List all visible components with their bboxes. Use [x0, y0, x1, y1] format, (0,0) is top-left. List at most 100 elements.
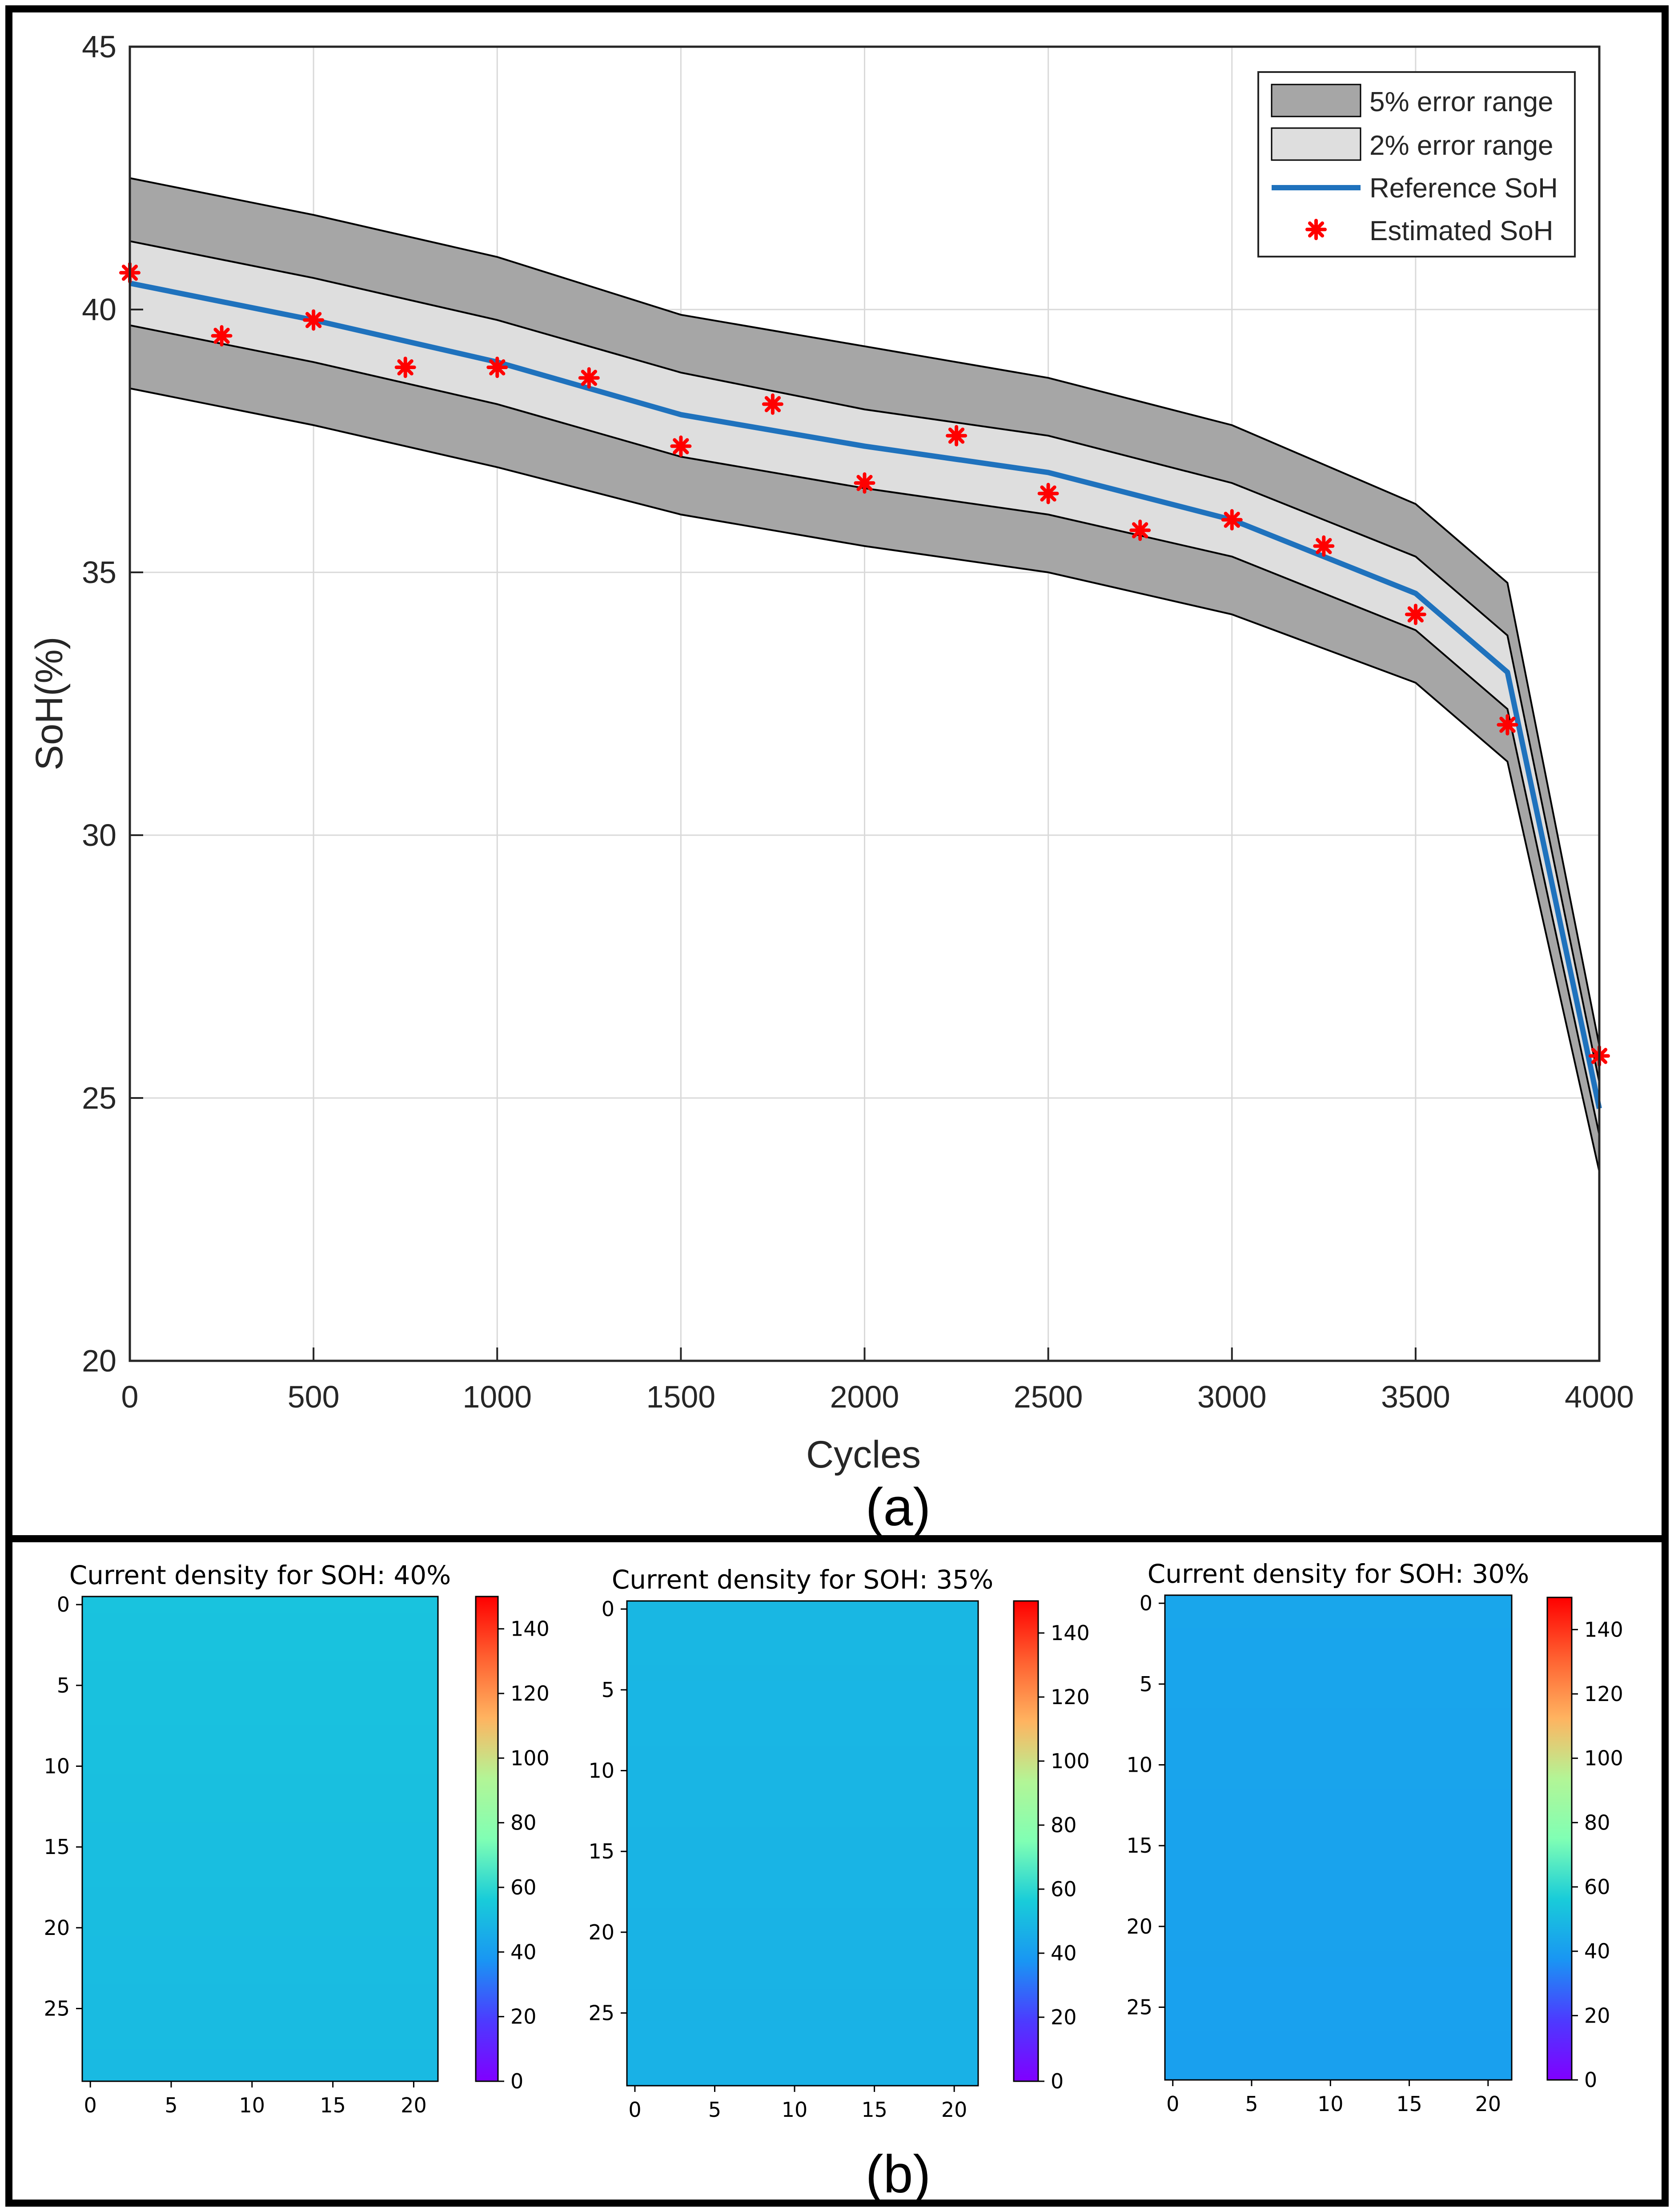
heatmap-row	[1165, 1999, 1512, 2016]
heatmap-row	[1165, 1724, 1512, 1741]
heatmap-1: Current density for SOH: 40% 0 5 10 15 20 0 5 10…	[44, 1560, 549, 2117]
heatmap-row	[1165, 1983, 1512, 1999]
heatmap-row	[627, 1892, 978, 1908]
estimated-soh-point	[1129, 519, 1151, 541]
estimated-soh-point	[762, 393, 783, 415]
heatmap-y-tick-label: 5	[57, 1673, 70, 1697]
x-tick-label: 2500	[1014, 1379, 1083, 1414]
heatmap-row	[82, 1790, 438, 1807]
heatmap-title: Current density for SOH: 30%	[1148, 1559, 1529, 1589]
heatmap-row	[82, 2000, 438, 2017]
colorbar-tick-label: 80	[1584, 1810, 1610, 1834]
colorbar-tick-label: 40	[510, 1940, 537, 1964]
panel-b-frame	[5, 1535, 1669, 2207]
heatmap-3: Current density for SOH: 30%0 5 10 15 200510…	[1126, 1559, 1623, 2116]
heatmap-row	[627, 1972, 978, 1989]
heatmap-row	[1165, 1644, 1512, 1660]
heatmap-row	[1165, 2047, 1512, 2064]
heatmap-row	[627, 2069, 978, 2086]
heatmap-title: Current density for SOH: 35%	[612, 1564, 994, 1595]
heatmap-row	[627, 2021, 978, 2038]
heatmap-row	[82, 1693, 438, 1710]
heatmap-row	[627, 1617, 978, 1634]
x-tick-label: 500	[288, 1379, 340, 1414]
colorbar	[1013, 1600, 1039, 2082]
y-tick-label: 30	[82, 818, 116, 853]
heatmap-row	[1165, 1708, 1512, 1725]
heatmap-row	[1165, 1627, 1512, 1644]
legend-label-5pct: 5% error range	[1369, 87, 1554, 117]
heatmap-row	[1165, 1967, 1512, 1983]
heatmap-row	[82, 1936, 438, 1952]
colorbar-tick-label: 100	[1051, 1749, 1090, 1773]
reference-soh-series	[129, 281, 1602, 1109]
x-tick-label: 1000	[462, 1379, 532, 1414]
heatmap-row	[82, 1613, 438, 1629]
heatmap-row	[627, 1601, 978, 1617]
heatmap-row	[1165, 1951, 1512, 1967]
heatmap-y-tick-label: 5	[1140, 1672, 1152, 1696]
reference-soh-line	[129, 281, 1602, 1109]
heatmap-row	[627, 1827, 978, 1844]
panel-a-label: (a)	[866, 1477, 931, 1537]
soh-line-chart: 0 500 1000 1500 2000 2500 3000 3500 4000 20 25 30 35…	[28, 29, 1634, 1476]
heatmap-x-tick-label: 0	[628, 2098, 641, 2122]
heatmap-row	[1165, 1789, 1512, 1806]
heatmap-y-tick-label: 20	[1126, 1914, 1152, 1939]
colorbar-tick-label: 0	[1584, 2068, 1597, 2092]
heatmap-row	[82, 1822, 438, 1839]
y-tick-label: 45	[82, 29, 116, 64]
heatmap-row	[1165, 1854, 1512, 1870]
x-tick-label: 1500	[646, 1379, 716, 1414]
heatmap-row	[82, 2033, 438, 2049]
heatmap-row	[627, 1843, 978, 1860]
heatmap-row	[627, 1924, 978, 1941]
y-tick-label: 20	[82, 1343, 116, 1378]
heatmap-row	[1165, 1773, 1512, 1790]
heatmap-row	[82, 1919, 438, 1936]
y-tick-label: 25	[82, 1081, 116, 1115]
heatmap-row	[82, 1645, 438, 1661]
estimated-soh-point	[1037, 483, 1059, 504]
heatmap-row	[82, 1597, 438, 1613]
heatmap-row	[1165, 1934, 1512, 1951]
heatmap-x-tick-label: 20	[941, 2098, 967, 2122]
heatmap-row	[1165, 2015, 1512, 2032]
legend-label-estimated: Estimated SoH	[1369, 216, 1554, 246]
colorbar-tick-label: 100	[510, 1746, 550, 1770]
x-tick-label: 4000	[1565, 1379, 1634, 1414]
heatmap-y-tick-label: 0	[602, 1597, 614, 1621]
heatmap-row	[82, 1952, 438, 1969]
colorbar	[475, 1596, 499, 2082]
x-tick-label: 2000	[830, 1379, 899, 1414]
heatmap-y-tick-label: 15	[588, 1839, 614, 1863]
y-tick-label: 35	[82, 555, 116, 590]
heatmap-y-tick-label: 10	[1126, 1753, 1152, 1777]
estimated-soh-point	[1221, 509, 1243, 531]
heatmap-row	[1165, 1676, 1512, 1693]
heatmap-row	[627, 1859, 978, 1876]
colorbar-tick-label: 140	[1051, 1621, 1090, 1645]
heatmap-x-tick-label: 20	[401, 2093, 427, 2117]
heatmap-row	[627, 1681, 978, 1698]
heatmap-row	[627, 1714, 978, 1731]
heatmap-x-tick-label: 20	[1475, 2092, 1501, 2116]
x-tick-label: 0	[121, 1379, 139, 1414]
colorbar-tick-label: 0	[510, 2069, 523, 2093]
heatmap-row	[1165, 1821, 1512, 1838]
heatmap-row	[82, 1855, 438, 1872]
heatmap-row	[627, 1649, 978, 1666]
y-axis-label: SoH(%)	[28, 636, 71, 770]
heatmap-y-tick-label: 10	[44, 1754, 70, 1778]
heatmap-x-tick-label: 5	[165, 2093, 177, 2117]
estimated-soh-point	[303, 309, 325, 331]
estimated-soh-point	[394, 357, 416, 378]
heatmap-row	[82, 1709, 438, 1726]
legend-marker-estimated	[1305, 219, 1327, 240]
estimated-soh-point	[670, 435, 692, 457]
heatmap-x-tick-label: 15	[861, 2098, 887, 2122]
estimated-soh-point	[1405, 603, 1426, 625]
colorbar-tick-label: 60	[1584, 1875, 1610, 1899]
heatmap-row	[1165, 1757, 1512, 1774]
heatmap-row	[82, 1758, 438, 1775]
